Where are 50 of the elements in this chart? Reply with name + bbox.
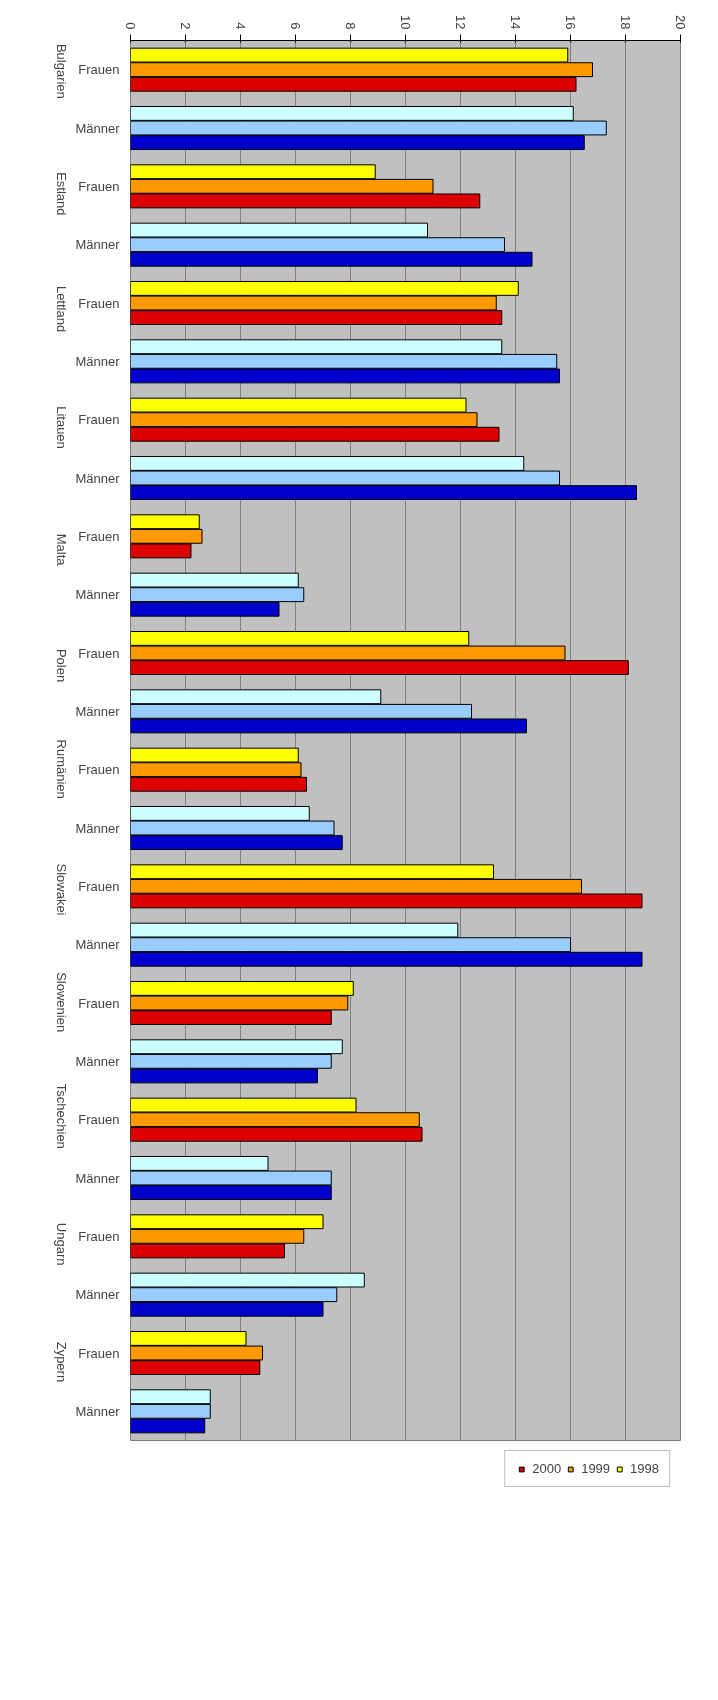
- x-tick-label: 6: [288, 22, 303, 30]
- y-tick-label: Männer: [75, 1403, 121, 1419]
- y-tick-label: Männer: [75, 120, 121, 136]
- text: Slowenien: [54, 972, 69, 1033]
- x-tick-label: 16: [563, 15, 578, 30]
- x-tick-label: 2: [178, 22, 193, 30]
- y-tick-label: Frauen: [78, 995, 120, 1011]
- x-tick-label: 4: [233, 22, 248, 30]
- y-tick-label: Frauen: [78, 62, 120, 78]
- text: Litauen: [54, 406, 69, 449]
- text: Estland: [54, 172, 69, 216]
- text: Rumänien: [54, 739, 69, 799]
- text: Malta: [54, 533, 69, 567]
- y-tick-label: Frauen: [78, 528, 120, 544]
- y-tick-label: Männer: [75, 820, 121, 836]
- y-tick-label: Männer: [75, 470, 121, 486]
- y-tick-label: Männer: [75, 587, 121, 603]
- y-tick-label: Frauen: [78, 1345, 120, 1361]
- y-tick-label: Männer: [75, 353, 121, 369]
- legend-label: 1999: [581, 1461, 611, 1476]
- legend-label: 1998: [630, 1461, 659, 1476]
- y-tick-label: Frauen: [78, 1228, 120, 1244]
- text: Slowakei: [54, 863, 69, 916]
- y-tick-label: Männer: [75, 1170, 121, 1186]
- y-tick-label: Frauen: [78, 878, 120, 894]
- y-tick-label: Frauen: [78, 412, 120, 428]
- text: Zypern: [54, 1341, 69, 1383]
- legend-label: 2000: [532, 1461, 562, 1476]
- text: Ungarn: [54, 1222, 69, 1266]
- text: Lettland: [54, 285, 69, 333]
- x-tick-label: 12: [453, 15, 468, 30]
- y-tick-label: Frauen: [78, 645, 120, 661]
- x-tick-label: 8: [343, 22, 358, 30]
- y-tick-label: Männer: [75, 1053, 121, 1069]
- y-tick-label: Frauen: [78, 178, 120, 194]
- text: Polen: [54, 648, 69, 683]
- y-tick-label: Männer: [75, 703, 121, 719]
- y-tick-label: Männer: [75, 1287, 121, 1303]
- x-tick-label: 20: [673, 15, 688, 30]
- text: Bulgarien: [54, 43, 69, 99]
- x-tick-label: 10: [398, 15, 413, 30]
- y-tick-label: Männer: [75, 937, 121, 953]
- y-tick-label: Frauen: [78, 762, 120, 778]
- y-tick-label: Frauen: [78, 1112, 120, 1128]
- x-tick-label: 18: [618, 15, 633, 30]
- x-tick-label: 0: [123, 22, 138, 30]
- y-tick-label: Männer: [75, 237, 121, 253]
- text: Tschechien: [54, 1083, 69, 1149]
- x-tick-label: 14: [508, 15, 523, 30]
- y-tick-label: Frauen: [78, 295, 120, 311]
